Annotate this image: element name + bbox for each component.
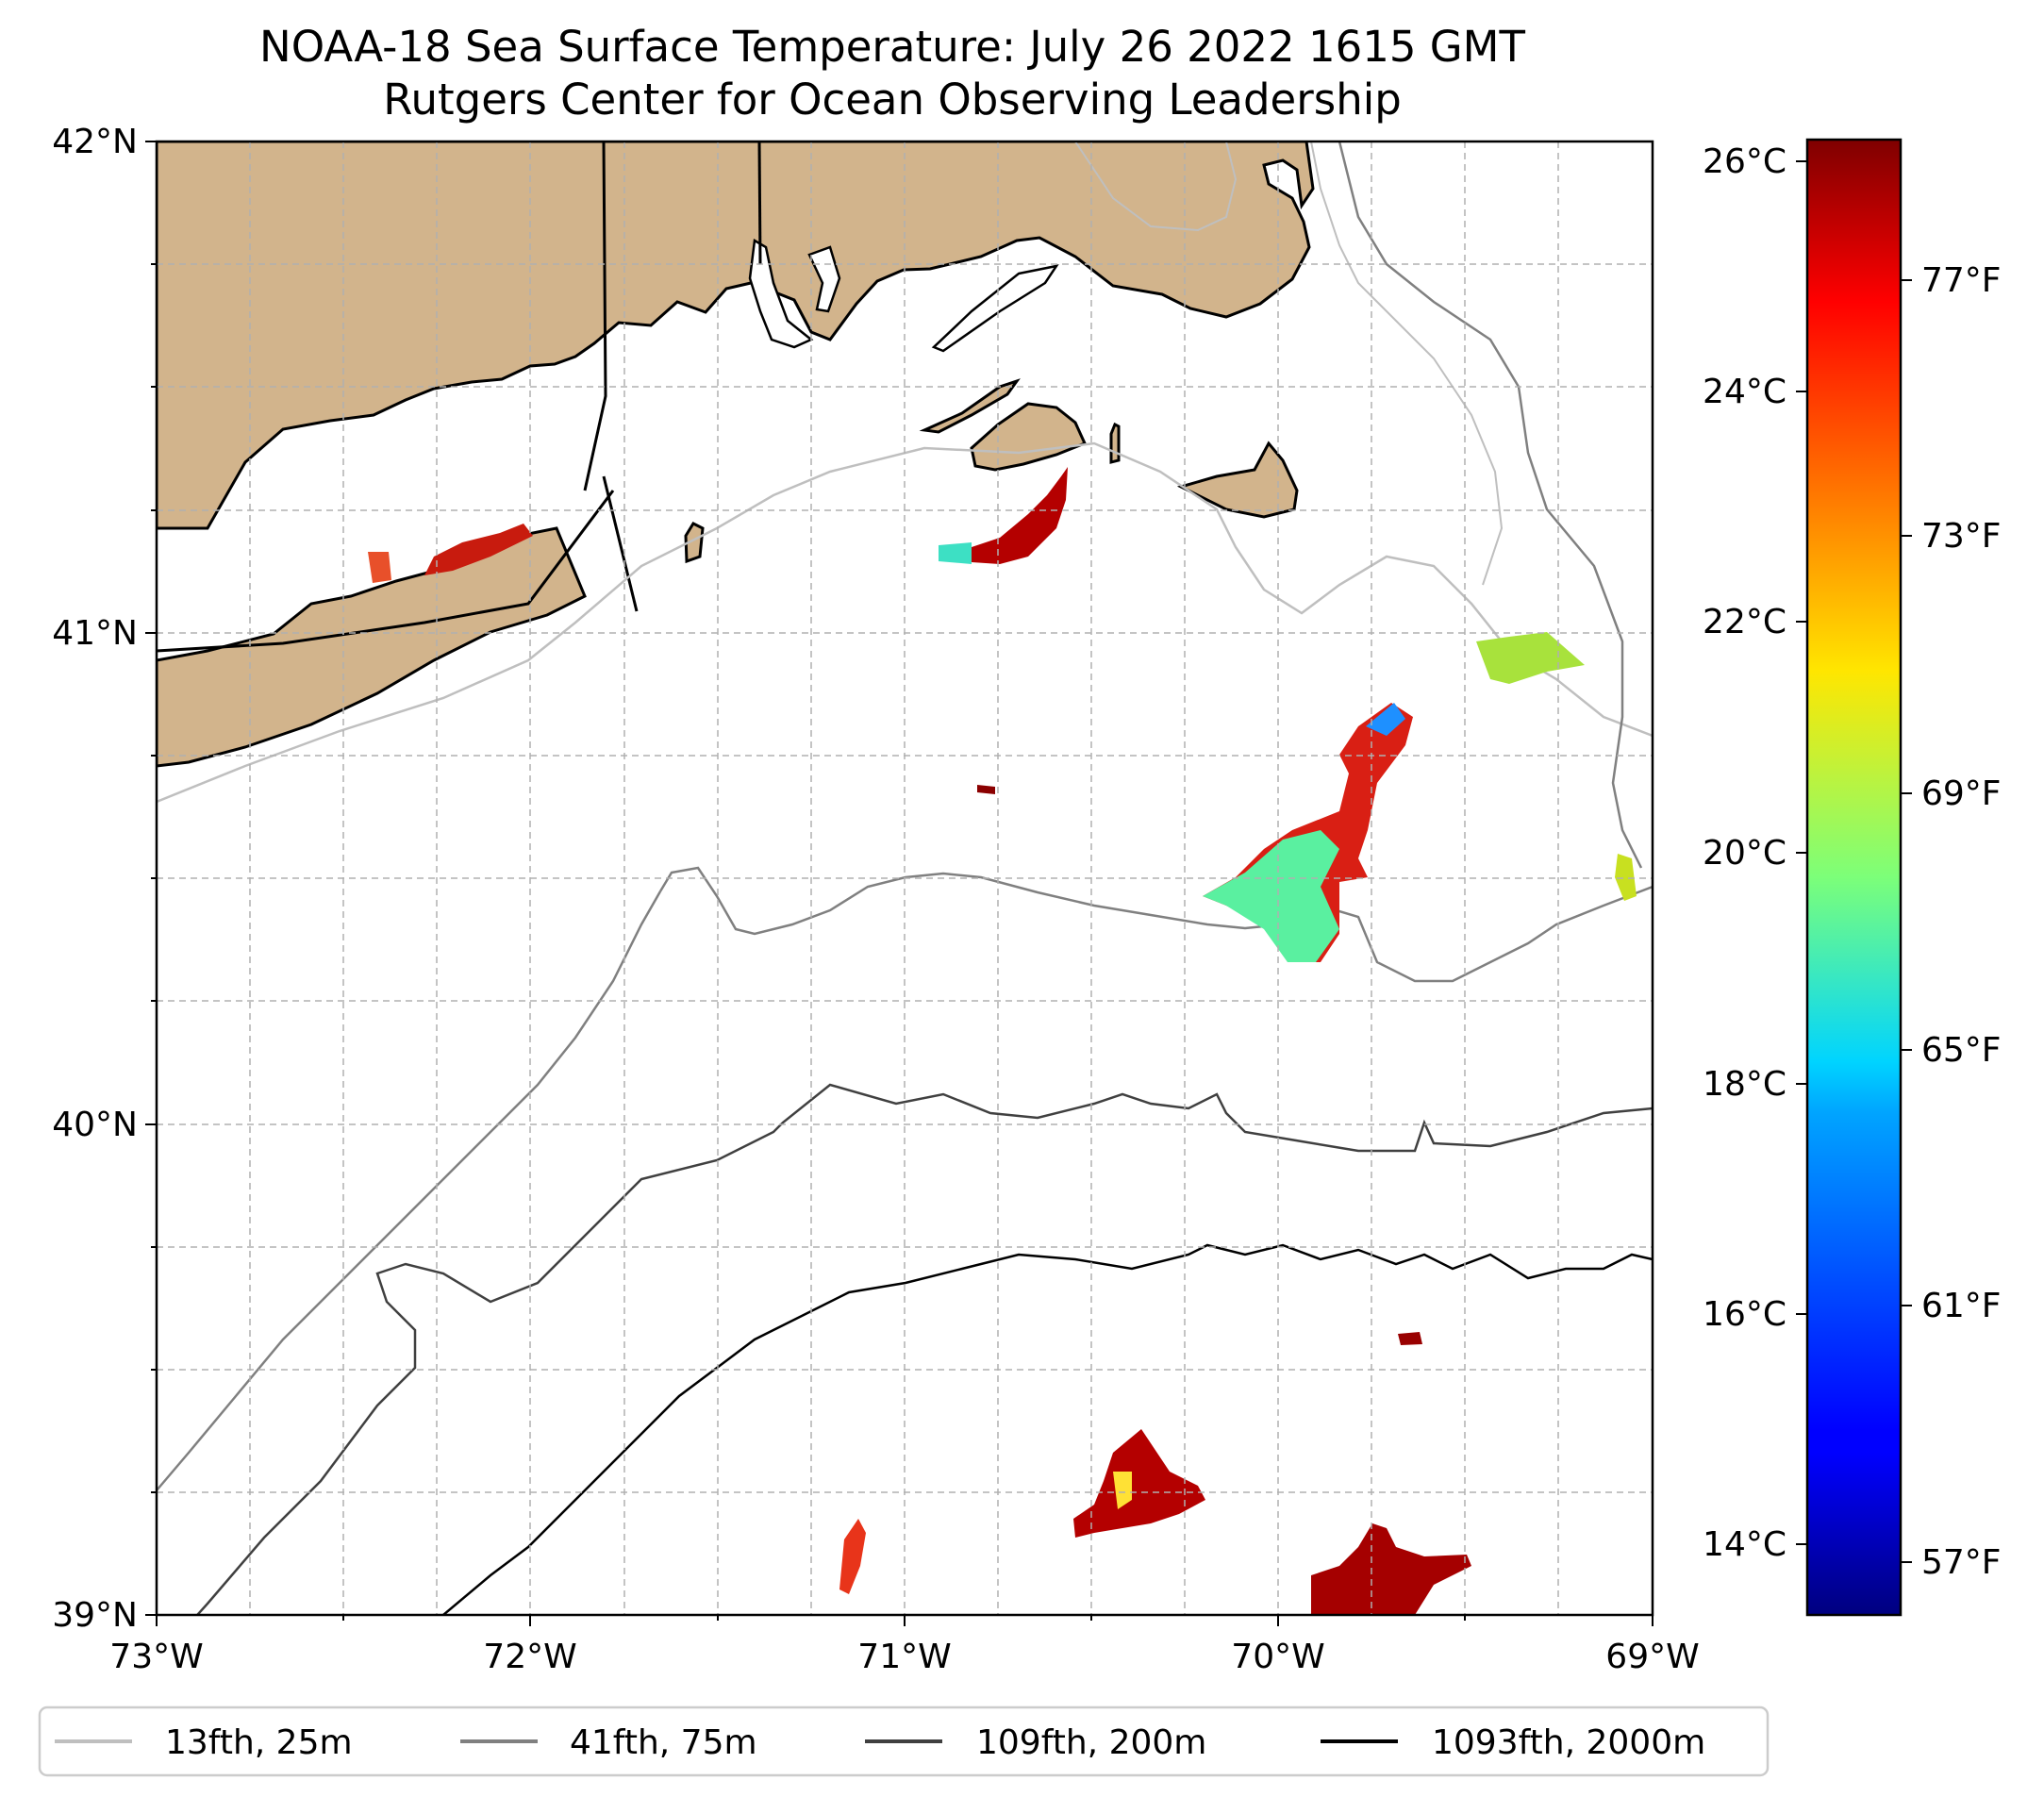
ct-ri-border <box>583 141 607 491</box>
long-island <box>157 526 587 768</box>
contour-200m <box>195 1083 1653 1615</box>
contour-25m-inner <box>1074 141 1504 586</box>
narragansett-bay <box>748 238 814 349</box>
colorbar-label-14c: 14°C <box>1703 1525 1786 1564</box>
y-tick-label-42n: 42°N <box>52 123 138 161</box>
legend: 13fth, 25m 41fth, 75m 109fth, 200m 1093f… <box>38 1705 1770 1777</box>
chappaquiddick <box>1109 422 1121 464</box>
colorbar-label-65f: 65°F <box>1921 1031 2002 1070</box>
x-ticks <box>156 1615 1653 1626</box>
colorbar: 14°C 16°C 18°C 20°C 22°C 24°C 26°C 57°F … <box>1703 138 2002 1617</box>
x-tick-label-70w: 70°W <box>1231 1638 1324 1676</box>
sst-patch-small-central <box>977 785 995 794</box>
sst-patches <box>368 467 1637 1615</box>
gridlines <box>157 141 1653 1615</box>
state-borders <box>157 141 762 653</box>
sst-patch-south-west <box>839 1519 866 1594</box>
mainland-new-england <box>157 141 1315 530</box>
contour-75m-west <box>157 890 662 1491</box>
ct-coast <box>157 490 615 653</box>
y-tick-label-41n: 41°N <box>52 614 138 653</box>
x-tick-label-73w: 73°W <box>109 1638 203 1676</box>
colorbar-label-24c: 24°C <box>1703 373 1786 411</box>
colorbar-label-22c: 22°C <box>1703 603 1786 641</box>
colorbar-label-69f: 69°F <box>1921 774 2002 813</box>
x-tick-label-71w: 71°W <box>857 1638 951 1676</box>
y-tick-label-39n: 39°N <box>52 1596 138 1635</box>
legend-label-75m: 41fth, 75m <box>570 1723 757 1762</box>
title-line-1: NOAA-18 Sea Surface Temperature: July 26… <box>259 22 1525 72</box>
bays <box>748 238 1059 353</box>
sst-patch-shelf-central-coldest <box>1366 703 1405 736</box>
colorbar-label-20c: 20°C <box>1703 834 1786 873</box>
colorbar-label-26c: 26°C <box>1703 142 1786 181</box>
map-title: NOAA-18 Sea Surface Temperature: July 26… <box>0 21 1785 126</box>
sst-patch-shelf-central-cool <box>1203 830 1339 962</box>
colorbar-label-57f: 57°F <box>1921 1543 2002 1582</box>
legend-label-200m: 109fth, 200m <box>976 1723 1206 1762</box>
sst-patch-li-sound-west <box>368 552 391 583</box>
contour-75m <box>658 866 1653 983</box>
colorbar-label-16c: 16°C <box>1703 1295 1786 1334</box>
nantucket <box>1176 441 1299 519</box>
sst-patch-south-east <box>1311 1523 1471 1615</box>
buzzards-bay <box>931 264 1059 353</box>
colorbar-celsius-ticks <box>1796 160 1807 1545</box>
contour-2000m <box>442 1243 1653 1615</box>
colorbar-gradient <box>1805 138 1903 1617</box>
y-ticks <box>145 141 157 1616</box>
elizabeth-islands <box>919 378 1021 434</box>
y-tick-label-40n: 40°N <box>52 1106 138 1144</box>
title-line-2: Rutgers Center for Ocean Observing Leade… <box>383 75 1402 125</box>
sst-patch-south-central <box>1073 1429 1205 1538</box>
sst-patch-small-east <box>1398 1332 1422 1345</box>
sst-patch-cape-cod-bay-cool <box>939 542 972 564</box>
colorbar-label-61f: 61°F <box>1921 1287 2002 1325</box>
sst-patch-south-central-warm <box>1113 1472 1132 1509</box>
legend-label-25m: 13fth, 25m <box>165 1723 353 1762</box>
ny-ct-border <box>602 475 639 612</box>
contour-75m-east <box>1338 141 1643 869</box>
colorbar-label-77f: 77°F <box>1921 261 2002 300</box>
legend-label-2000m: 1093fth, 2000m <box>1432 1723 1705 1762</box>
map-panel: 73°W 72°W 71°W 70°W 69°W 42°N 41°N 40°N … <box>52 123 1699 1676</box>
sst-patch-block-island-sound <box>424 524 533 575</box>
mount-hope-bay <box>807 245 841 313</box>
colorbar-label-73f: 73°F <box>1921 517 2002 556</box>
sst-patch-far-east <box>1615 854 1637 901</box>
x-tick-label-69w: 69°W <box>1605 1638 1699 1676</box>
sst-patch-cape-cod-bay <box>972 467 1068 564</box>
block-island <box>684 522 705 564</box>
colorbar-label-18c: 18°C <box>1703 1065 1786 1104</box>
ri-ma-border <box>757 141 762 265</box>
colorbar-fahrenheit-ticks <box>1901 279 1912 1563</box>
x-tick-label-72w: 72°W <box>483 1638 576 1676</box>
